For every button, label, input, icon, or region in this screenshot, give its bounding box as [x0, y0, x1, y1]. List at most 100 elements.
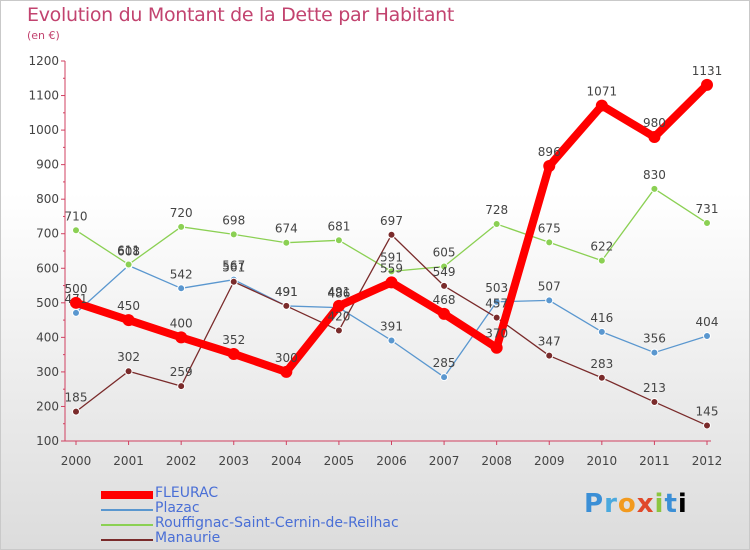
x-tick-label: 2011 — [639, 454, 670, 468]
data-label-rouffignac-saint-cernin-de-reilhac: 591 — [380, 250, 403, 264]
data-point-plazac — [597, 327, 606, 336]
y-tick-label: 600 — [36, 261, 59, 275]
legend-label-manaurie: Manaurie — [155, 530, 221, 546]
data-point-manaurie — [492, 313, 501, 322]
data-point-rouffignac-saint-cernin-de-reilhac — [334, 236, 343, 245]
data-label-fleurac: 500 — [65, 282, 88, 296]
data-point-rouffignac-saint-cernin-de-reilhac — [597, 256, 606, 265]
data-point-rouffignac-saint-cernin-de-reilhac — [72, 226, 80, 235]
data-label-fleurac: 400 — [170, 316, 193, 330]
data-point-manaurie — [545, 351, 554, 360]
data-point-fleurac — [122, 314, 135, 327]
data-label-fleurac: 468 — [433, 293, 456, 307]
data-label-rouffignac-saint-cernin-de-reilhac: 710 — [65, 209, 88, 223]
data-label-plazac: 404 — [696, 315, 719, 329]
data-point-rouffignac-saint-cernin-de-reilhac — [545, 238, 554, 247]
data-label-manaurie: 561 — [222, 261, 245, 275]
data-point-fleurac — [385, 276, 398, 289]
data-point-rouffignac-saint-cernin-de-reilhac — [124, 260, 133, 269]
data-point-fleurac — [332, 299, 345, 312]
data-label-manaurie: 491 — [275, 285, 298, 299]
data-label-rouffignac-saint-cernin-de-reilhac: 830 — [643, 168, 666, 182]
x-tick-label: 2006 — [376, 454, 407, 468]
x-tick-label: 2005 — [324, 454, 355, 468]
y-tick-label: 700 — [36, 227, 59, 241]
chart-title: Evolution du Montant de la Dette par Hab… — [27, 4, 455, 26]
legend-swatch-rouffignac — [101, 524, 153, 526]
data-label-fleurac: 896 — [538, 145, 561, 159]
data-point-manaurie — [703, 421, 711, 430]
data-label-rouffignac-saint-cernin-de-reilhac: 675 — [538, 221, 561, 235]
data-label-plazac: 486 — [327, 287, 350, 301]
data-label-rouffignac-saint-cernin-de-reilhac: 731 — [696, 202, 719, 216]
legend-swatch-manaurie — [101, 539, 153, 541]
data-label-fleurac: 352 — [222, 333, 245, 347]
data-label-fleurac: 1071 — [587, 85, 618, 99]
x-tick-label: 2000 — [61, 454, 92, 468]
data-point-fleurac — [490, 341, 503, 354]
y-tick-label: 400 — [36, 330, 59, 344]
data-point-plazac — [177, 284, 186, 293]
data-point-fleurac — [175, 331, 188, 344]
data-point-manaurie — [72, 407, 80, 416]
data-label-rouffignac-saint-cernin-de-reilhac: 720 — [170, 206, 193, 220]
data-point-fleurac — [701, 78, 713, 91]
legend-label-plazac: Plazac — [155, 500, 200, 516]
data-label-manaurie: 420 — [327, 309, 350, 323]
data-point-rouffignac-saint-cernin-de-reilhac — [440, 262, 449, 271]
data-label-fleurac: 491 — [327, 285, 350, 299]
data-label-plazac: 567 — [222, 259, 245, 273]
data-point-manaurie — [597, 373, 606, 382]
legend-swatch-fleurac — [101, 491, 153, 499]
data-point-rouffignac-saint-cernin-de-reilhac — [177, 222, 186, 231]
data-point-fleurac — [595, 99, 608, 112]
x-tick-label: 2010 — [587, 454, 618, 468]
data-label-fleurac: 559 — [380, 261, 403, 275]
y-tick-label: 1100 — [28, 89, 59, 103]
data-point-plazac — [440, 373, 449, 382]
data-point-fleurac — [438, 307, 451, 320]
y-tick-label: 500 — [36, 296, 59, 310]
data-point-rouffignac-saint-cernin-de-reilhac — [650, 184, 659, 193]
data-label-rouffignac-saint-cernin-de-reilhac: 611 — [117, 243, 140, 257]
data-point-fleurac — [227, 347, 240, 360]
data-label-manaurie: 213 — [643, 381, 666, 395]
y-tick-label: 100 — [36, 434, 59, 448]
data-label-plazac: 391 — [380, 319, 403, 333]
x-tick-label: 2002 — [166, 454, 197, 468]
data-point-plazac — [387, 336, 396, 345]
x-tick-label: 2004 — [271, 454, 302, 468]
data-point-rouffignac-saint-cernin-de-reilhac — [492, 220, 501, 229]
data-label-plazac: 285 — [433, 356, 456, 370]
data-label-fleurac: 370 — [485, 327, 508, 341]
data-label-manaurie: 302 — [117, 350, 140, 364]
data-label-manaurie: 185 — [65, 391, 88, 405]
data-point-plazac — [650, 348, 659, 357]
data-point-manaurie — [229, 277, 238, 286]
data-label-rouffignac-saint-cernin-de-reilhac: 622 — [590, 240, 613, 254]
chart-subtitle: (en €) — [27, 29, 60, 42]
legend-label-rouffignac: Rouffignac-Saint-Cernin-de-Reilhac — [155, 515, 399, 531]
data-point-manaurie — [334, 326, 343, 335]
legend-swatch-plazac — [101, 509, 153, 511]
data-label-plazac: 503 — [485, 281, 508, 295]
data-label-manaurie: 697 — [380, 214, 403, 228]
data-point-rouffignac-saint-cernin-de-reilhac — [229, 230, 238, 239]
legend-label-fleurac: FLEURAC — [155, 485, 219, 501]
data-label-rouffignac-saint-cernin-de-reilhac: 681 — [327, 219, 350, 233]
data-point-plazac — [72, 308, 80, 317]
data-label-fleurac: 1131 — [692, 64, 723, 78]
data-label-manaurie: 283 — [590, 357, 613, 371]
y-tick-label: 800 — [36, 192, 59, 206]
data-point-rouffignac-saint-cernin-de-reilhac — [703, 219, 711, 228]
data-point-manaurie — [440, 281, 449, 290]
data-label-plazac: 491 — [275, 285, 298, 299]
data-label-manaurie: 259 — [170, 365, 193, 379]
data-point-plazac — [492, 297, 501, 306]
data-point-plazac — [545, 296, 554, 305]
x-tick-label: 2001 — [113, 454, 144, 468]
data-label-rouffignac-saint-cernin-de-reilhac: 728 — [485, 203, 508, 217]
data-label-plazac: 416 — [590, 311, 613, 325]
y-tick-label: 1200 — [28, 54, 59, 68]
